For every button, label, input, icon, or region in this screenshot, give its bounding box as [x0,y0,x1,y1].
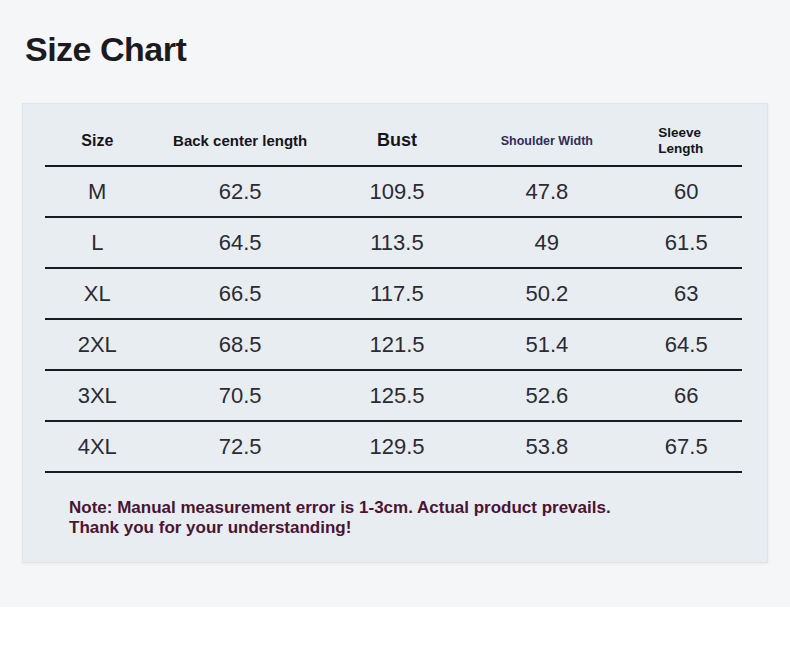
note-line-2: Thank you for your understanding! [69,518,737,538]
column-header-back-center-length: Back center length [150,132,331,149]
cell-shoulder-width: 53.8 [463,434,630,460]
cell-size: 2XL [45,332,150,358]
cell-sleeve-length: 63 [630,281,742,307]
cell-bust: 117.5 [331,281,463,307]
cell-sleeve-length: 61.5 [630,230,742,256]
size-chart-panel: Size Back center length Bust Shoulder Wi… [22,103,768,563]
table-row-4xl: 4XL 72.5 129.5 53.8 67.5 [45,422,742,473]
cell-back-center-length: 64.5 [150,230,331,256]
cell-size: L [45,230,150,256]
page: Size Chart Size Back center length Bust … [0,0,790,669]
cell-shoulder-width: 49 [463,230,630,256]
cell-sleeve-length: 64.5 [630,332,742,358]
cell-bust: 129.5 [331,434,463,460]
table-row-2xl: 2XL 68.5 121.5 51.4 64.5 [45,320,742,371]
cell-sleeve-length: 66 [630,383,742,409]
note-line-1: Note: Manual measurement error is 1-3cm.… [69,498,737,518]
cell-bust: 125.5 [331,383,463,409]
column-header-sleeve-length-label: Sleeve Length [658,125,714,157]
column-header-size: Size [45,132,150,150]
cell-sleeve-length: 60 [630,179,742,205]
content-background: Size Chart Size Back center length Bust … [0,0,790,607]
cell-back-center-length: 72.5 [150,434,331,460]
column-header-shoulder-width: Shoulder Width [463,134,630,148]
cell-size: XL [45,281,150,307]
cell-size: 4XL [45,434,150,460]
cell-back-center-length: 68.5 [150,332,331,358]
table-row-3xl: 3XL 70.5 125.5 52.6 66 [45,371,742,422]
page-title: Size Chart [25,28,186,70]
cell-size: M [45,179,150,205]
table-row-m: M 62.5 109.5 47.8 60 [45,167,742,218]
table-row-l: L 64.5 113.5 49 61.5 [45,218,742,269]
measurement-note: Note: Manual measurement error is 1-3cm.… [69,498,737,538]
cell-bust: 109.5 [331,179,463,205]
cell-back-center-length: 62.5 [150,179,331,205]
cell-sleeve-length: 67.5 [630,434,742,460]
table-header-row: Size Back center length Bust Shoulder Wi… [45,104,742,167]
cell-shoulder-width: 52.6 [463,383,630,409]
cell-bust: 113.5 [331,230,463,256]
cell-shoulder-width: 50.2 [463,281,630,307]
table-row-xl: XL 66.5 117.5 50.2 63 [45,269,742,320]
column-header-bust: Bust [331,130,463,151]
cell-shoulder-width: 51.4 [463,332,630,358]
size-table: Size Back center length Bust Shoulder Wi… [45,104,742,473]
column-header-sleeve-length: Sleeve Length [630,125,742,157]
cell-back-center-length: 66.5 [150,281,331,307]
cell-back-center-length: 70.5 [150,383,331,409]
cell-bust: 121.5 [331,332,463,358]
cell-size: 3XL [45,383,150,409]
cell-shoulder-width: 47.8 [463,179,630,205]
